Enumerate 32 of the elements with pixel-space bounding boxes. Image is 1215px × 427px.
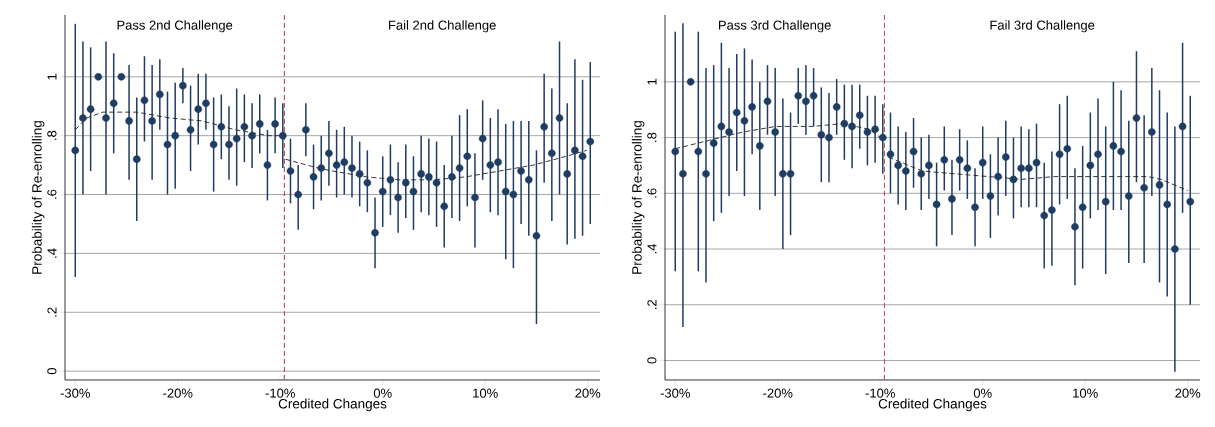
x-tick-label: -20%	[763, 388, 793, 398]
annotation: Fail 3rd Challenge	[990, 20, 1095, 33]
y-axis-title: Probability of Re-enrolling	[631, 121, 645, 274]
x-tick-label: -10%	[865, 388, 895, 398]
y-tick-label: .2	[647, 299, 657, 309]
y-tick-label: 0	[647, 357, 657, 364]
y-tick-label: .6	[47, 189, 57, 199]
y-tick-label: .8	[47, 130, 57, 140]
y-tick-label: .2	[47, 307, 57, 317]
annotation: Fail 2nd Challenge	[389, 20, 496, 33]
x-tick-label: -30%	[60, 388, 90, 398]
annotation: Pass 3rd Challenge	[719, 20, 831, 33]
y-tick-label: 0	[47, 368, 57, 375]
y-tick-label: 1	[647, 78, 657, 85]
y-tick-label: .4	[47, 248, 57, 258]
y-tick-label: .6	[647, 188, 657, 198]
y-tick-label: 1	[47, 73, 57, 80]
x-tick-label: 0%	[373, 388, 392, 398]
x-tick-label: 20%	[1175, 388, 1201, 398]
x-axis-title: Credited Changes	[278, 398, 387, 412]
y-axis-title: Probability of Re-enrolling	[31, 121, 45, 274]
annotation: Pass 2nd Challenge	[117, 20, 233, 33]
x-tick-label: -10%	[265, 388, 295, 398]
x-tick-label: -30%	[660, 388, 690, 398]
x-tick-label: 0%	[973, 388, 992, 398]
y-tick-label: .8	[647, 132, 657, 142]
x-tick-label: 10%	[1073, 388, 1098, 398]
x-tick-label: 10%	[473, 388, 498, 398]
x-axis-title: Credited Changes	[878, 398, 987, 412]
x-tick-label: 20%	[575, 388, 601, 398]
x-tick-label: -20%	[163, 388, 193, 398]
y-tick-label: .4	[647, 243, 657, 254]
